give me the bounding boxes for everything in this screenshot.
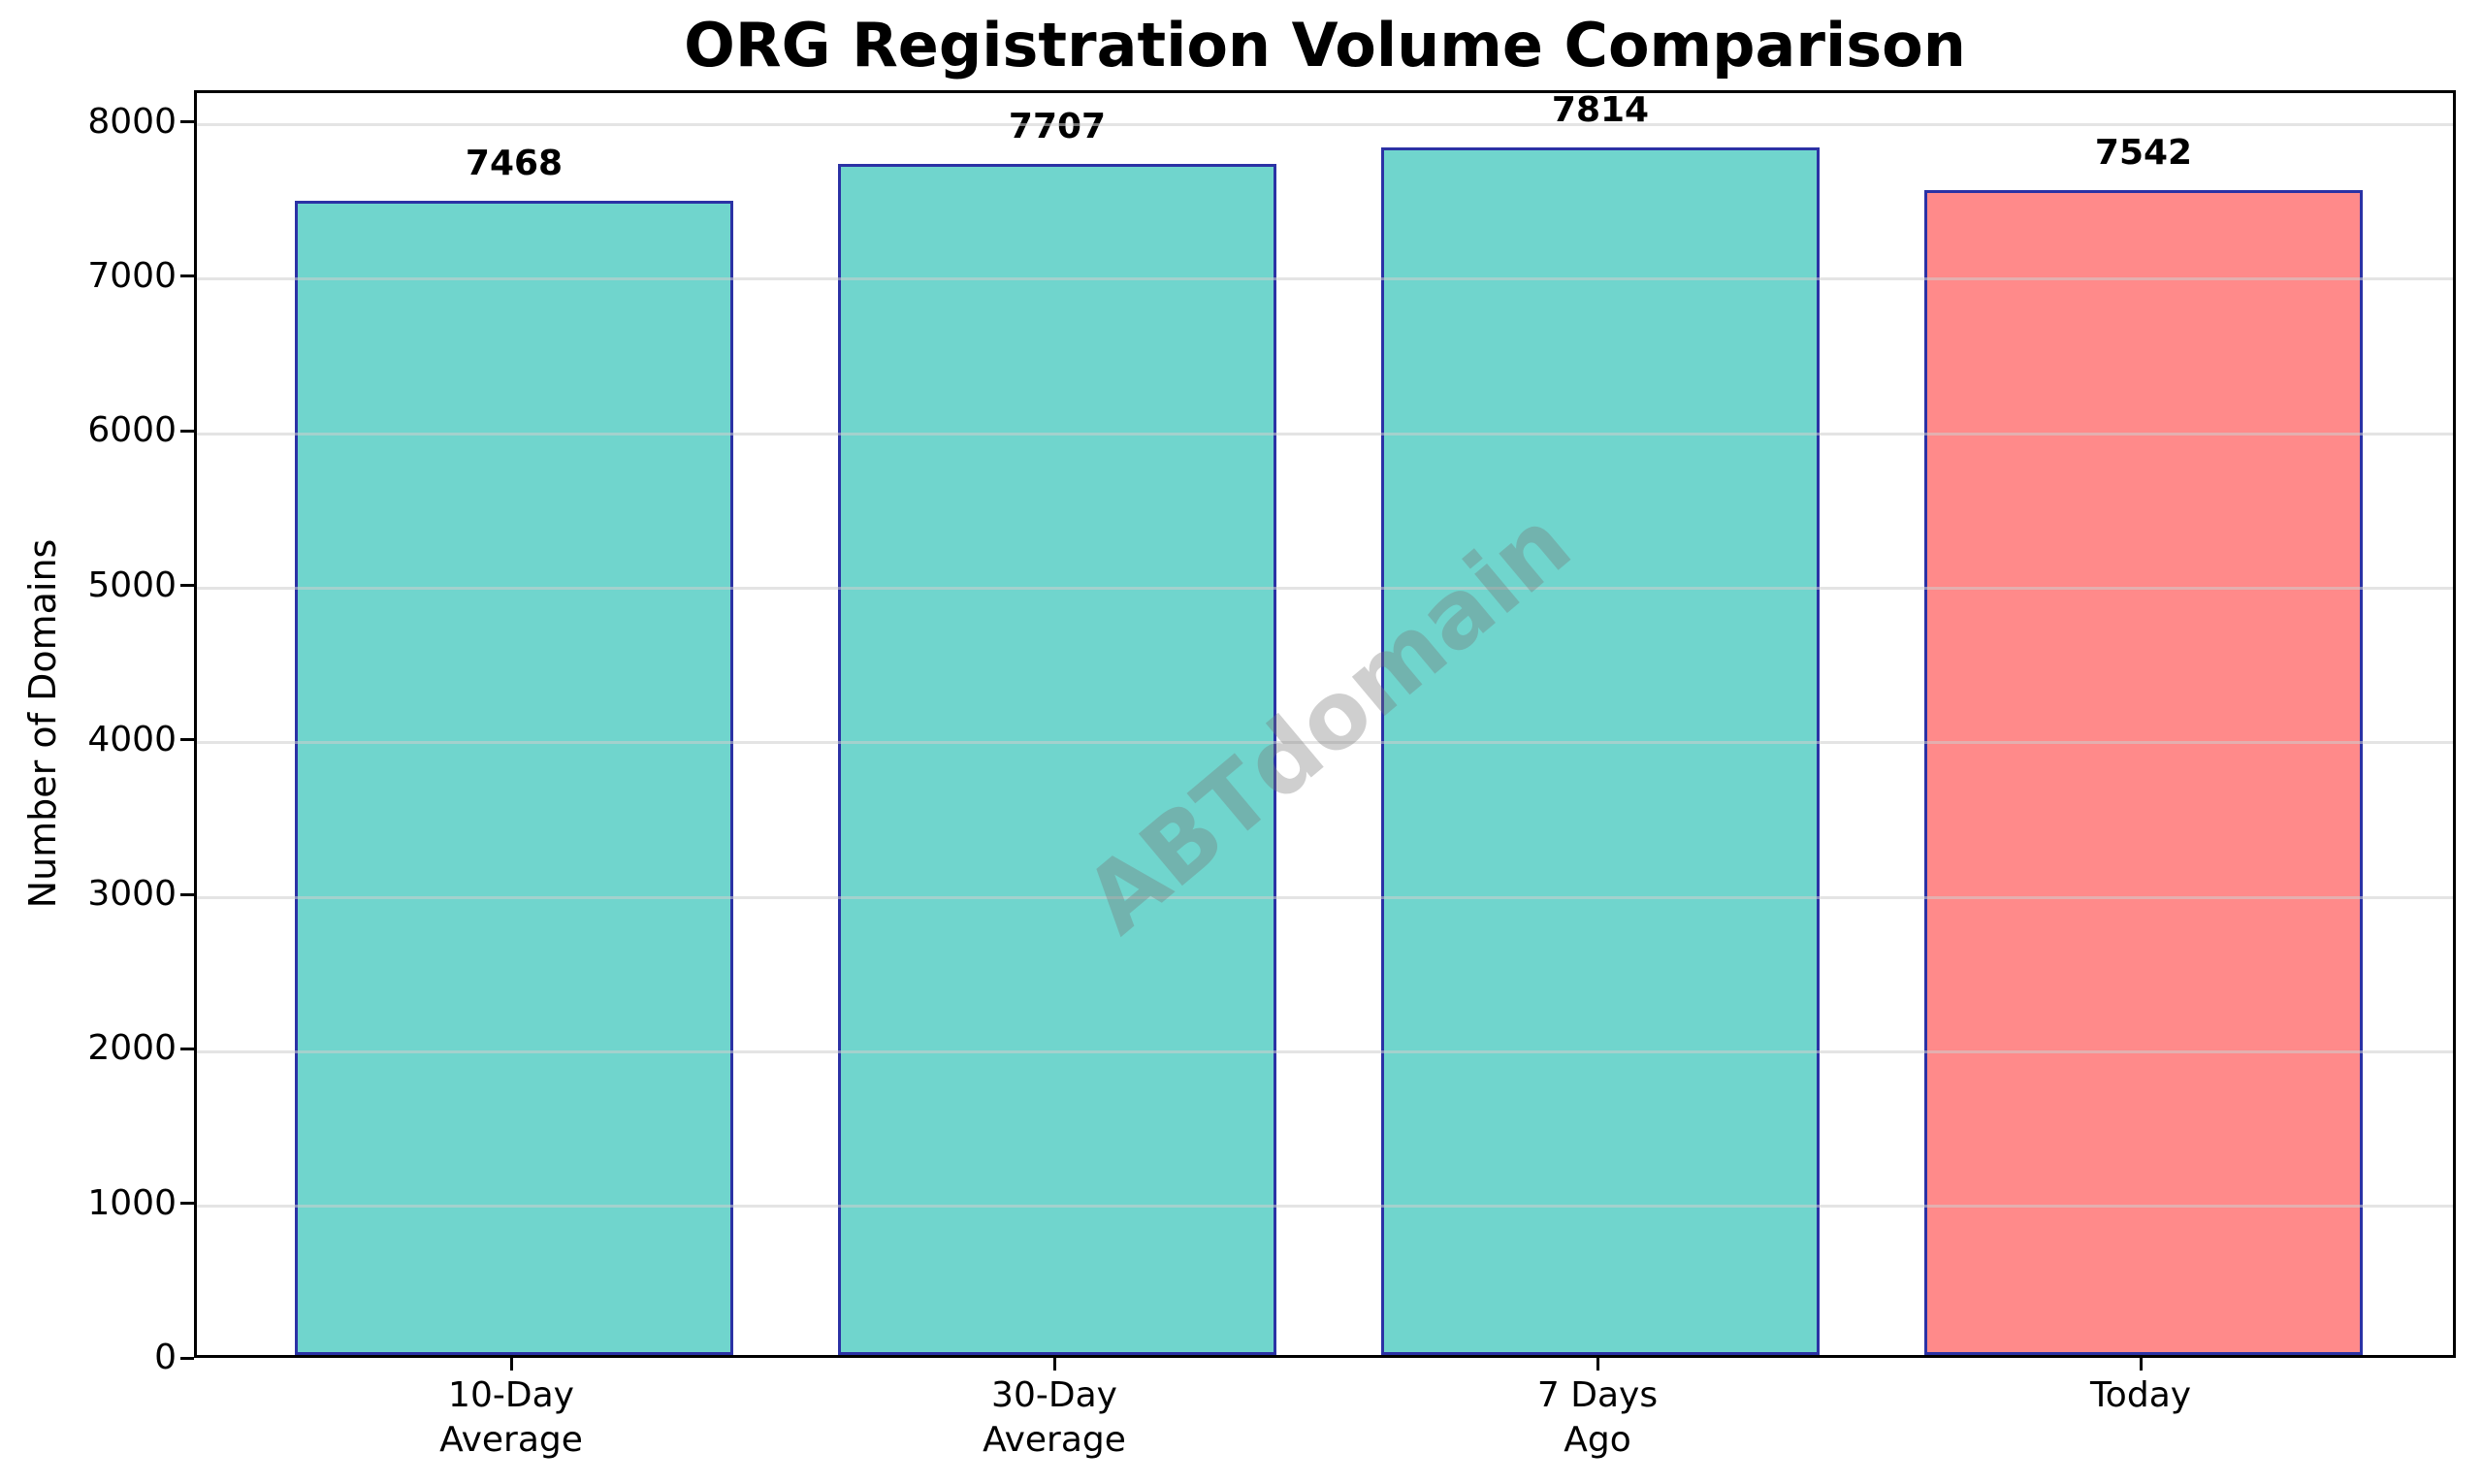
y-tick-mark-6000: [180, 429, 194, 433]
y-tick-label-7000: 7000: [87, 255, 177, 296]
y-tick-label-6000: 6000: [87, 410, 177, 451]
x-tick-mark-10-day-average: [509, 1358, 513, 1371]
x-tick-label-line: Today: [2089, 1375, 2192, 1415]
chart-title: ORG Registration Volume Comparison: [684, 10, 1966, 81]
bar-today: [1924, 189, 2363, 1355]
x-tick-label-line: 7 Days: [1536, 1375, 1659, 1415]
bars-layer: 7468 7707 7814 7542: [197, 90, 2453, 1355]
y-tick-label-3000: 3000: [87, 874, 177, 915]
x-tick-label-line: 10-Day: [448, 1375, 574, 1415]
y-tick-mark-7000: [180, 274, 194, 278]
y-tick-label-5000: 5000: [87, 565, 177, 605]
y-tick-mark-5000: [180, 584, 194, 588]
bar-10-day-average: [295, 201, 733, 1355]
y-tick-mark-3000: [180, 892, 194, 896]
x-tick-label-10-day-average: 10-Day Average: [307, 1373, 715, 1463]
bar-value-label-30-day-average: 7707: [1008, 107, 1107, 147]
y-tick-mark-1000: [180, 1202, 194, 1206]
bar-value-label-7-days-ago: 7814: [1551, 90, 1650, 131]
bar-value-label-today: 7542: [2094, 132, 2193, 173]
x-tick-mark-30-day-average: [1052, 1358, 1056, 1371]
x-tick-label-today: Today: [1937, 1373, 2344, 1418]
x-tick-label-line: Average: [439, 1420, 583, 1460]
y-tick-label-4000: 4000: [87, 719, 177, 759]
y-tick-label-2000: 2000: [87, 1028, 177, 1069]
y-tick-label-0: 0: [154, 1338, 177, 1377]
x-tick-label-30-day-average: 30-Day Average: [851, 1373, 1258, 1463]
bar-30-day-average: [838, 164, 1276, 1355]
x-tick-label-7-days-ago: 7 Days Ago: [1394, 1373, 1801, 1463]
y-tick-label-8000: 8000: [87, 101, 177, 142]
bar-value-label-10-day-average: 7468: [465, 144, 564, 184]
x-tick-label-line: Average: [983, 1420, 1126, 1460]
x-tick-label-line: Ago: [1564, 1420, 1631, 1460]
y-tick-mark-4000: [180, 738, 194, 742]
y-tick-mark-2000: [180, 1047, 194, 1050]
x-tick-label-line: 30-Day: [991, 1375, 1117, 1415]
bar-7-days-ago: [1381, 147, 1820, 1355]
y-tick-mark-0: [180, 1356, 194, 1360]
y-tick-label-1000: 1000: [87, 1182, 177, 1223]
plot-area: 7468 7707 7814 7542 ABTdomain: [194, 90, 2456, 1358]
y-tick-mark-8000: [180, 120, 194, 124]
x-tick-mark-7-days-ago: [1596, 1358, 1599, 1371]
x-tick-mark-today: [2139, 1358, 2143, 1371]
